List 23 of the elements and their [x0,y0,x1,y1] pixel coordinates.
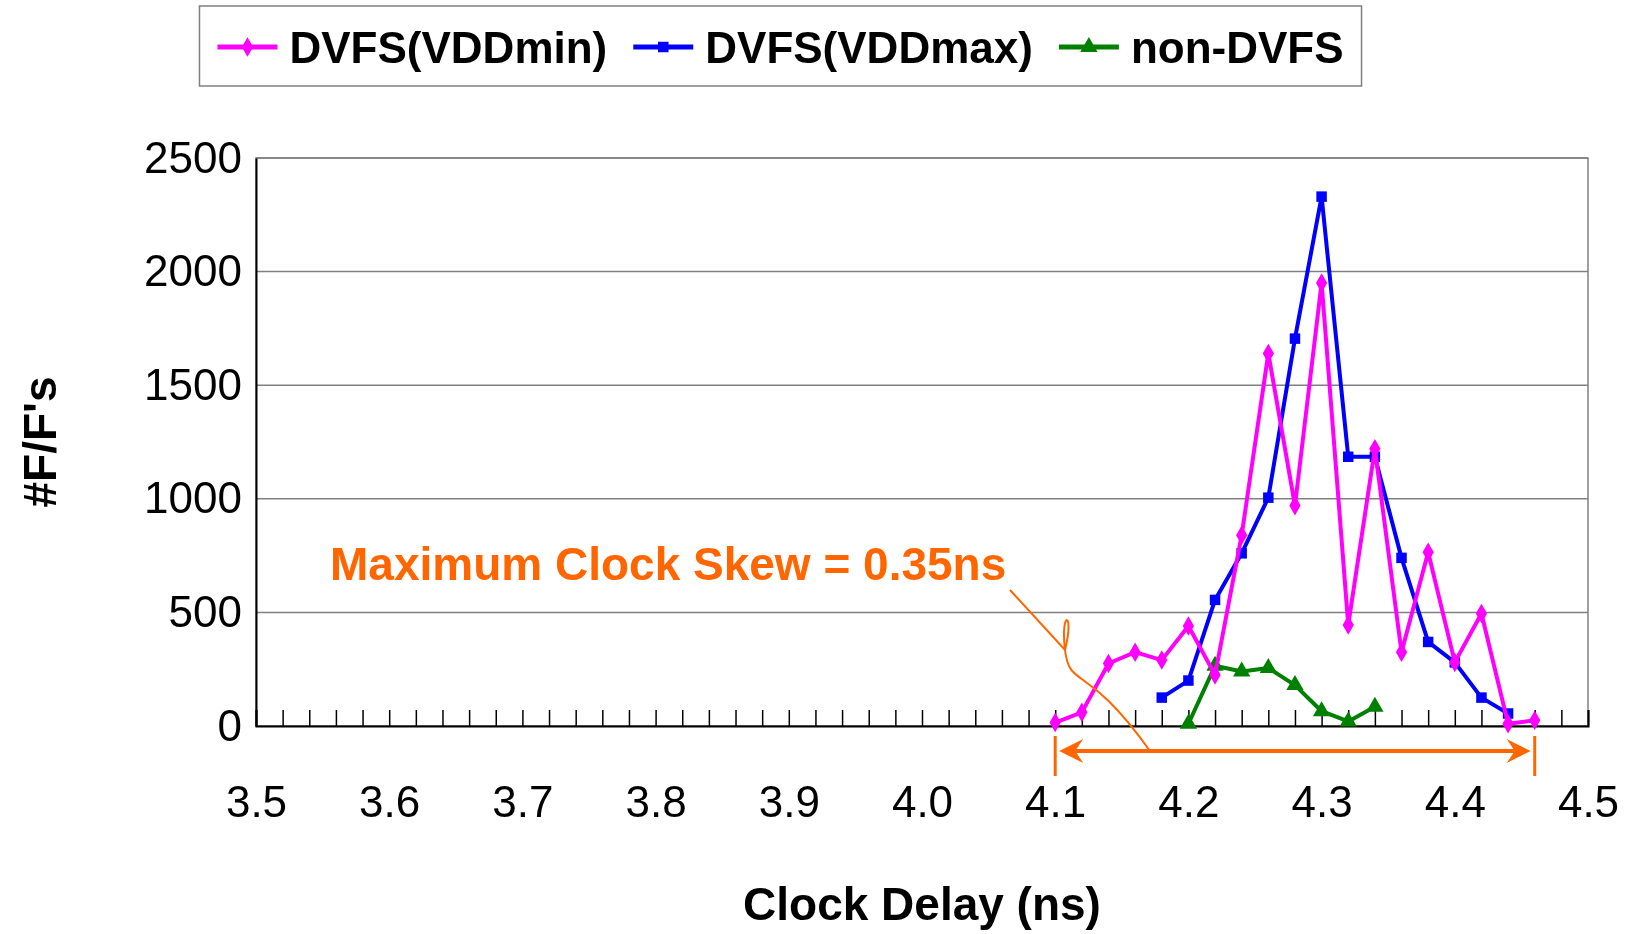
x-tick-label: 4.2 [1158,777,1220,827]
x-tick-label: 4.1 [1025,777,1087,827]
legend-label: DVFS(VDDmin) [289,23,608,72]
x-tick-label: 3.5 [225,777,288,827]
y-tick-label: 2000 [144,246,242,296]
x-tick-label: 4.3 [1291,777,1353,827]
y-tick-label: 1500 [144,359,242,409]
x-axis-title: Clock Delay (ns) [743,878,1101,930]
legend-label: DVFS(VDDmax) [705,23,1033,72]
annotation: Maximum Clock Skew = 0.35ns [330,538,1007,590]
x-tick-label: 3.8 [625,777,687,827]
y-tick-label: 2500 [144,132,242,182]
y-axis-title: #F/F's [14,376,66,508]
legend-label: non-DVFS [1130,23,1344,72]
x-tick-label: 3.6 [359,777,421,827]
y-tick-label: 1000 [144,473,242,523]
x-tick-label: 3.9 [758,777,820,827]
x-tick-label: 3.7 [492,777,554,827]
x-tick-label: 4.4 [1424,777,1486,827]
y-tick-label: 0 [217,700,242,750]
x-tick-label: 4.5 [1557,777,1620,827]
y-tick-label: 500 [168,586,242,636]
x-tick-label: 4.0 [891,777,954,827]
